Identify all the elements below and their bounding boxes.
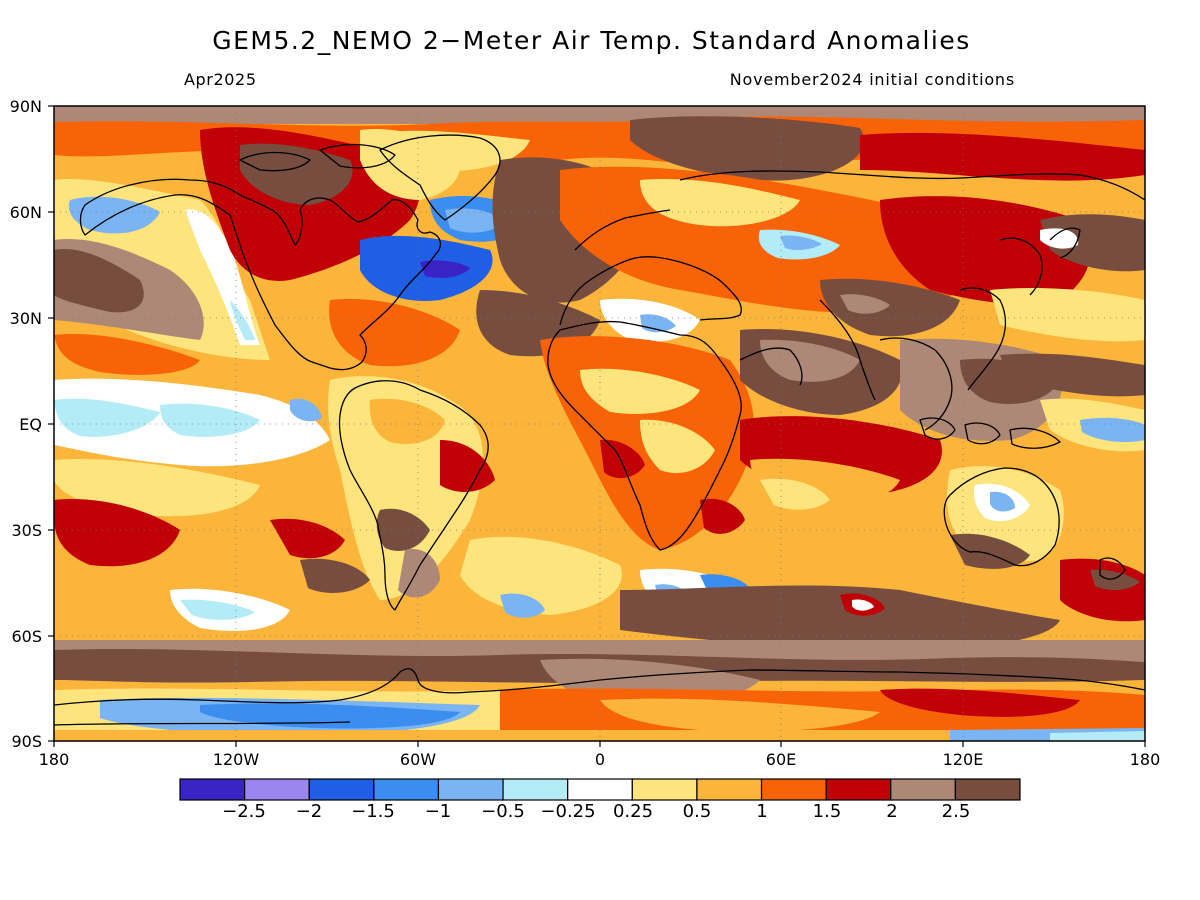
- lat-label-30s: 30S: [11, 521, 42, 540]
- colorbar-label: −2.5: [222, 801, 266, 822]
- lat-label-60s: 60S: [11, 627, 42, 646]
- colorbar-label: 0.5: [682, 801, 712, 822]
- lat-label-60n: 60N: [9, 203, 42, 222]
- colorbar-label: −1.5: [351, 801, 395, 822]
- lon-label-180e: 180: [1129, 750, 1161, 769]
- colorbar-label: −2: [295, 801, 323, 822]
- colorbar-swatch: [308, 778, 375, 801]
- colorbar-label: 1.5: [812, 801, 842, 822]
- lat-label-eq: EQ: [19, 415, 42, 434]
- valid-month-label: Apr2025: [184, 70, 257, 89]
- colorbar-swatch: [437, 778, 504, 801]
- colorbar-label: 1: [756, 801, 768, 822]
- colorbar-label: −1: [424, 801, 452, 822]
- anomaly-field: [54, 106, 1145, 741]
- lat-label-90s: 90S: [11, 732, 42, 751]
- colorbar-label: 2: [886, 801, 898, 822]
- axis-ticks: [48, 105, 1146, 747]
- lon-label-60e: 60E: [765, 750, 797, 769]
- lon-label-120w: 120W: [212, 750, 260, 769]
- colorbar-swatch: [631, 778, 698, 801]
- lat-label-30n: 30N: [9, 309, 42, 328]
- lon-label-120e: 120E: [942, 750, 984, 769]
- lon-label-0: 0: [594, 750, 606, 769]
- lat-label-90n: 90N: [9, 97, 42, 116]
- colorbar-swatch: [954, 778, 1021, 801]
- map-title: GEM5.2_NEMO 2−Meter Air Temp. Standard A…: [212, 26, 971, 55]
- colorbar-swatch: [244, 778, 310, 801]
- colorbar-label: −0.5: [481, 801, 525, 822]
- colorbar: [179, 778, 1021, 801]
- lon-label-60w: 60W: [399, 750, 437, 769]
- colorbar-swatch: [825, 778, 892, 801]
- coastlines: [53, 134, 1146, 726]
- lon-label-180w: 180: [38, 750, 70, 769]
- colorbar-label: −0.25: [540, 801, 596, 822]
- colorbar-label: 2.5: [941, 801, 971, 822]
- colorbar-swatch: [890, 778, 956, 801]
- colorbar-swatch: [179, 778, 246, 801]
- colorbar-label: 0.25: [612, 801, 654, 822]
- colorbar-swatch: [696, 778, 763, 801]
- colorbar-swatch: [502, 778, 569, 801]
- colorbar-swatch: [373, 778, 440, 801]
- colorbar-swatch: [567, 778, 633, 801]
- colorbar-swatch: [760, 778, 827, 801]
- init-conditions-label: November2024 initial conditions: [729, 70, 1015, 89]
